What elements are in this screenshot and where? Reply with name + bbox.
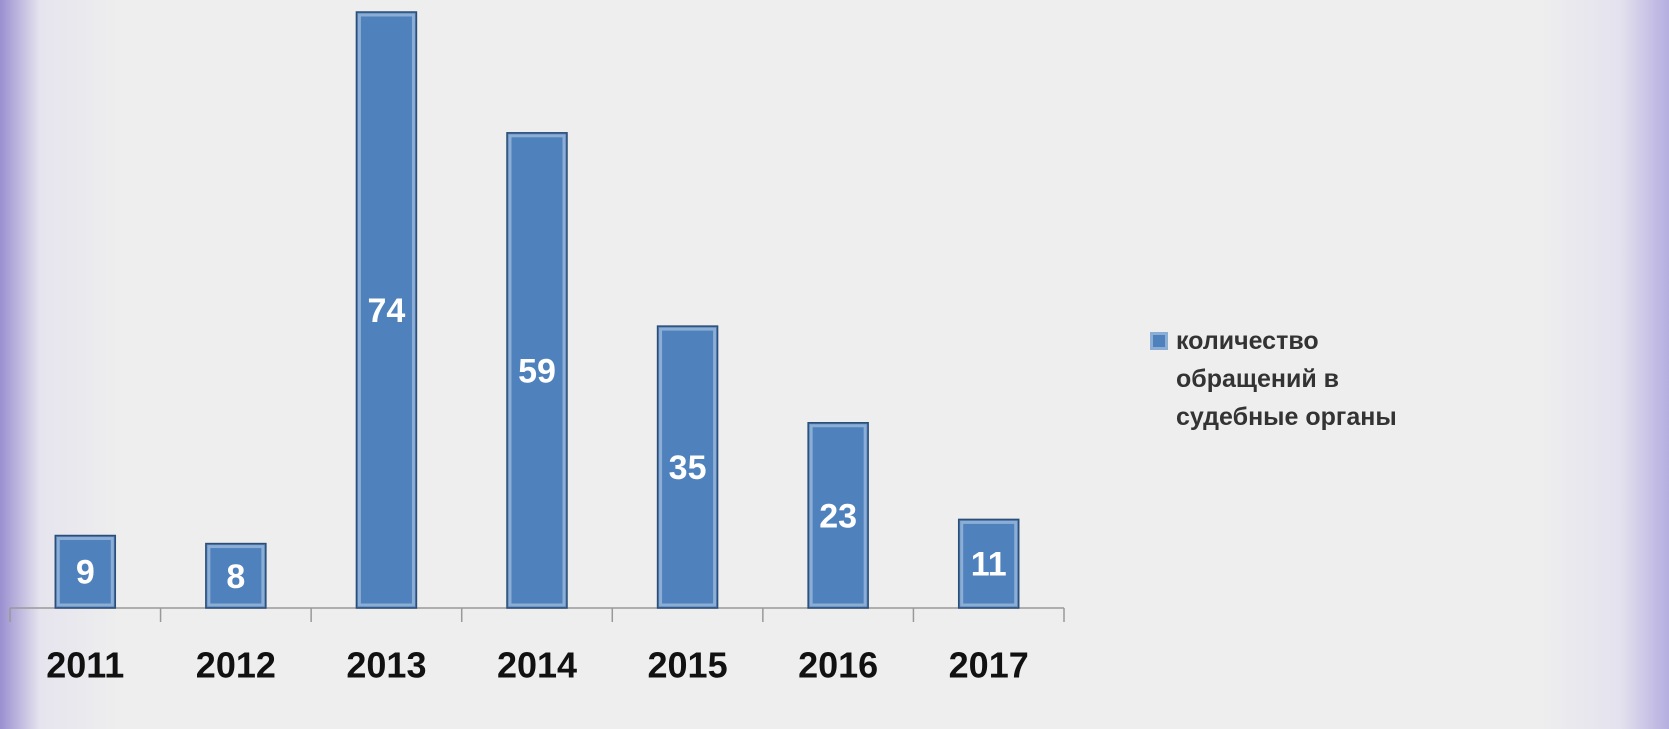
bar (355, 11, 418, 609)
value-label: 35 (669, 449, 707, 487)
x-tick-label: 2015 (648, 645, 728, 686)
value-label: 74 (368, 292, 406, 330)
value-label: 59 (518, 352, 556, 390)
value-label: 11 (971, 546, 1007, 584)
bar (506, 132, 568, 609)
value-label: 9 (76, 554, 95, 592)
bar-bevel (960, 520, 1018, 607)
bar (54, 534, 117, 609)
legend-swatch (1150, 332, 1168, 350)
bar (807, 422, 869, 609)
bar (656, 325, 719, 609)
x-tick-label: 2012 (196, 645, 276, 686)
x-tick-label: 2014 (497, 645, 577, 686)
value-label: 8 (226, 558, 245, 596)
bar-bevel (207, 545, 265, 607)
x-tick-label: 2017 (949, 645, 1029, 686)
bar-bevel (56, 537, 114, 607)
bar (205, 542, 267, 609)
legend: количество обращений в судебные органы (1150, 322, 1450, 436)
bar-bevel (357, 13, 415, 607)
x-tick-label: 2016 (798, 645, 878, 686)
legend-label: количество обращений в судебные органы (1176, 327, 1397, 431)
bar-bevel (508, 134, 566, 607)
value-label: 23 (819, 497, 857, 535)
x-tick-label: 2013 (346, 645, 426, 686)
bar (957, 518, 1020, 609)
bar-bevel (809, 424, 867, 607)
x-tick-label: 2011 (46, 645, 124, 686)
bar-bevel (659, 327, 717, 607)
